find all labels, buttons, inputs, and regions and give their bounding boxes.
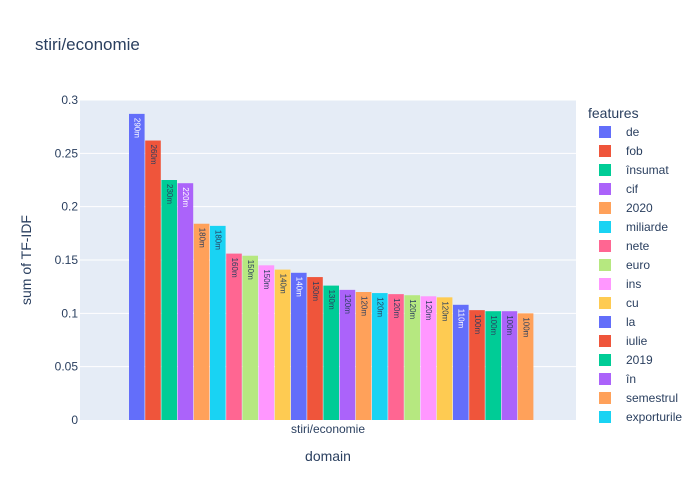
legend-swatch[interactable] <box>599 259 611 271</box>
bar-data-label: 180m <box>214 230 223 250</box>
bar-data-label: 100m <box>505 315 514 335</box>
legend-label[interactable]: iulie <box>626 334 648 348</box>
legend-label[interactable]: euro <box>626 258 650 272</box>
y-tick-label: 0.15 <box>55 253 79 267</box>
legend-swatch[interactable] <box>599 411 611 423</box>
bar-data-label: 120m <box>424 300 433 320</box>
legend-swatch[interactable] <box>599 354 611 366</box>
legend-title: features <box>588 105 639 121</box>
x-axis-title: domain <box>305 448 351 464</box>
y-tick-label: 0.2 <box>61 200 78 214</box>
bar-însumat[interactable] <box>161 180 177 420</box>
bar-data-label: 130m <box>311 281 320 301</box>
legend[interactable]: features de fob însumat cif 2020 miliarde nete… <box>588 105 682 424</box>
y-tick-label: 0.25 <box>55 146 79 160</box>
bar-data-label: 120m <box>343 294 352 314</box>
legend-label[interactable]: cu <box>626 296 639 310</box>
bar-data-label: 120m <box>392 298 401 318</box>
y-axis-title: sum of TF-IDF <box>18 215 34 305</box>
legend-swatch[interactable] <box>599 202 611 214</box>
legend-label[interactable]: la <box>626 315 636 329</box>
legend-swatch[interactable] <box>599 240 611 252</box>
legend-swatch[interactable] <box>599 126 611 138</box>
x-tick-label: stiri/economie <box>291 422 365 436</box>
bar-data-label: 150m <box>246 260 255 280</box>
bar-data-label: 100m <box>473 314 482 334</box>
legend-swatch[interactable] <box>599 373 611 385</box>
legend-swatch[interactable] <box>599 297 611 309</box>
legend-label[interactable]: însumat <box>625 163 669 177</box>
bar-data-label: 120m <box>376 297 385 317</box>
legend-swatch[interactable] <box>599 392 611 404</box>
bar-data-label: 260m <box>149 145 158 165</box>
bar-data-label: 120m <box>359 296 368 316</box>
bar-data-label: 120m <box>408 299 417 319</box>
bar-data-label: 100m <box>521 317 530 337</box>
legend-label[interactable]: 2020 <box>626 201 653 215</box>
bar-data-label: 120m <box>440 301 449 321</box>
legend-label[interactable]: nete <box>626 239 650 253</box>
legend-swatch[interactable] <box>599 221 611 233</box>
bar-de[interactable] <box>129 114 145 420</box>
legend-label[interactable]: cif <box>626 182 639 196</box>
legend-label[interactable]: exporturile <box>626 410 682 424</box>
bar-data-label: 110m <box>457 309 466 329</box>
bar-cif[interactable] <box>178 183 194 420</box>
bar-euro[interactable] <box>242 256 258 420</box>
bar-data-label: 140m <box>295 277 304 297</box>
y-tick-label: 0.3 <box>61 93 78 107</box>
bar-data-label: 180m <box>197 228 206 248</box>
legend-label[interactable]: 2019 <box>626 353 653 367</box>
legend-label[interactable]: de <box>626 125 640 139</box>
legend-swatch[interactable] <box>599 164 611 176</box>
chart-title: stiri/economie <box>35 35 140 54</box>
bar-data-label: 140m <box>278 274 287 294</box>
bar-data-label: 150m <box>262 269 271 289</box>
legend-label[interactable]: fob <box>626 144 643 158</box>
legend-swatch[interactable] <box>599 335 611 347</box>
bar-data-label: 290m <box>133 118 142 138</box>
legend-swatch[interactable] <box>599 316 611 328</box>
bar-miliarde[interactable] <box>210 226 226 420</box>
legend-swatch[interactable] <box>599 145 611 157</box>
bar-data-label: 100m <box>489 315 498 335</box>
bar-data-label: 220m <box>181 187 190 207</box>
bar-data-label: 160m <box>230 258 239 278</box>
bar-fob[interactable] <box>145 141 161 420</box>
legend-label[interactable]: ins <box>626 277 641 291</box>
bar-2020[interactable] <box>194 224 210 420</box>
legend-label[interactable]: semestrul <box>626 391 678 405</box>
bar-nete[interactable] <box>226 254 242 420</box>
legend-swatch[interactable] <box>599 183 611 195</box>
legend-label[interactable]: în <box>625 372 636 386</box>
bar-data-label: 130m <box>327 290 336 310</box>
legend-swatch[interactable] <box>599 278 611 290</box>
bar-data-label: 230m <box>165 184 174 204</box>
y-axis-ticks: 0 0.05 0.1 0.15 0.2 0.25 0.3 <box>55 93 79 427</box>
y-tick-label: 0.1 <box>61 306 78 320</box>
y-tick-label: 0.05 <box>55 360 79 374</box>
legend-label[interactable]: miliarde <box>626 220 668 234</box>
y-tick-label: 0 <box>71 413 78 427</box>
